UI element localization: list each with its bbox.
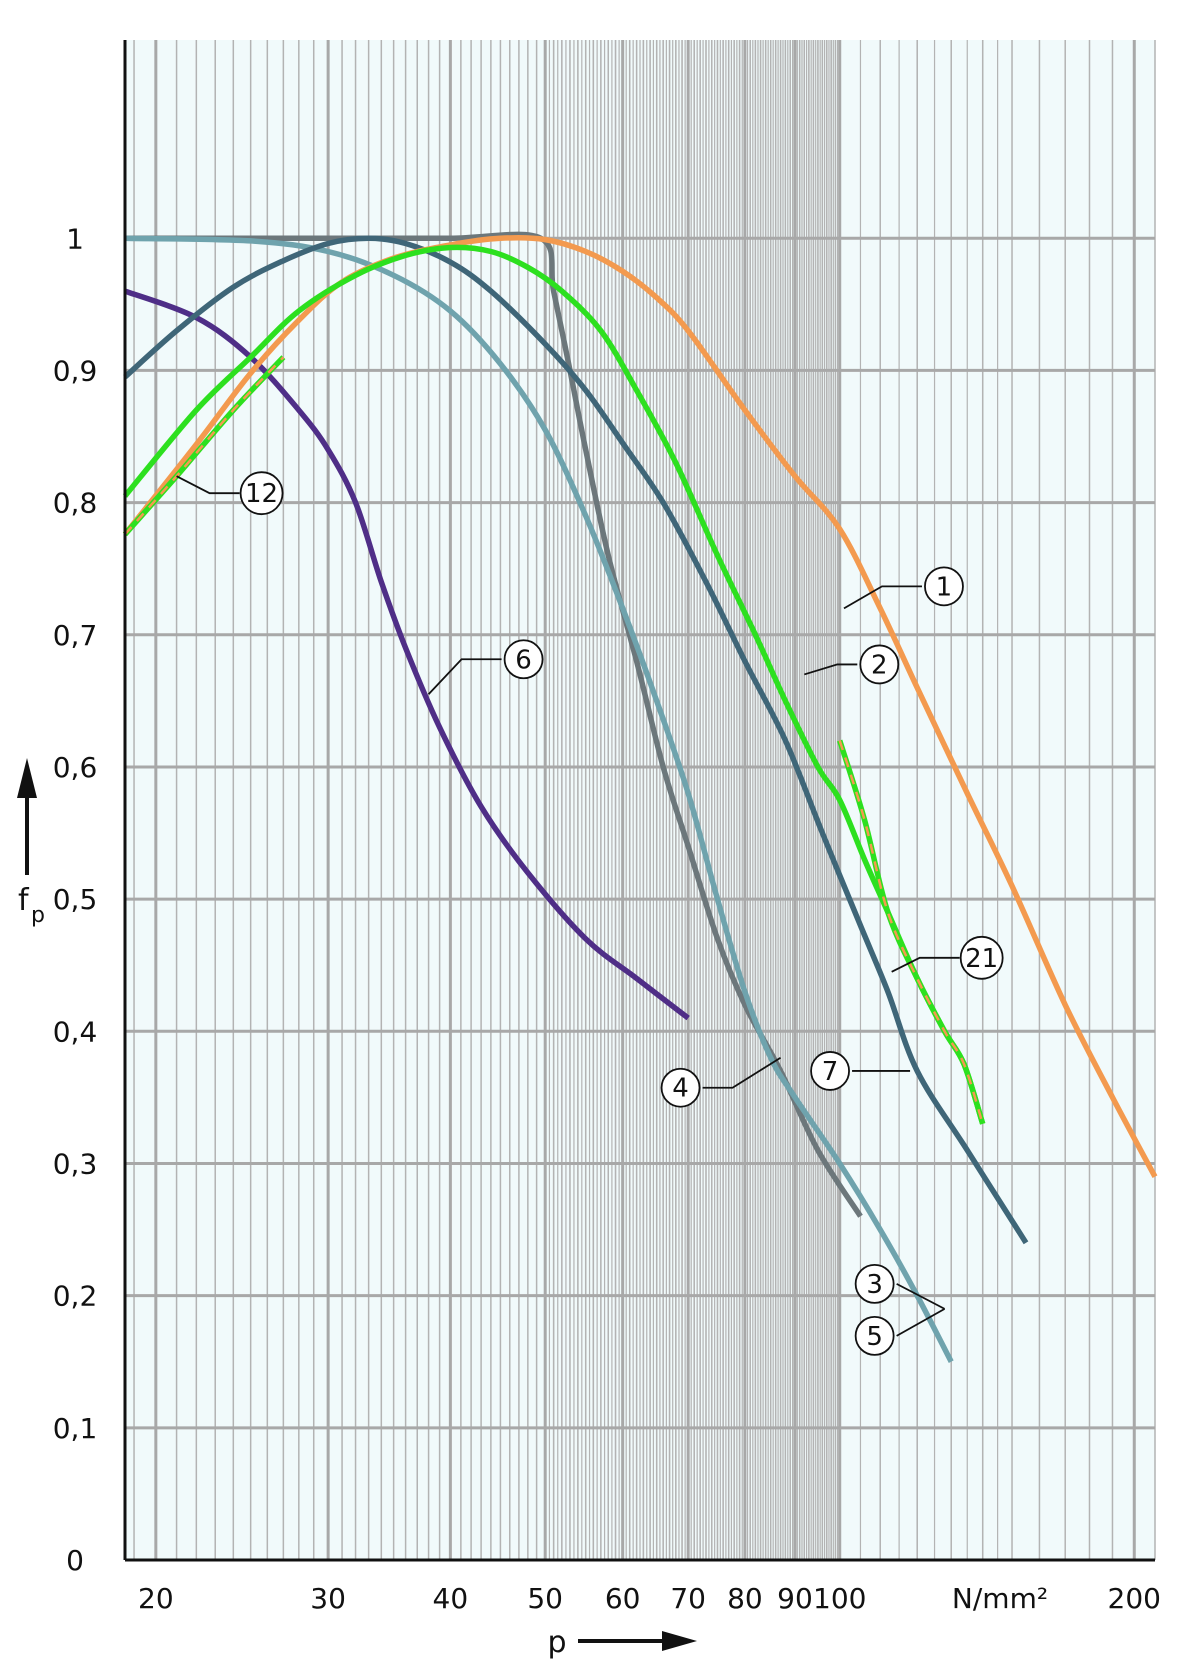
x-tick-label: 90 [777, 1582, 813, 1615]
y-tick-labels: 0 0,1 0,2 0,3 0,4 0,5 0,6 0,7 0,8 0,9 1 [53, 222, 98, 1577]
x-tick-label: 30 [310, 1582, 346, 1615]
callout-12: 12 [176, 471, 284, 516]
y-tick-label: 0,8 [53, 487, 98, 520]
y-tick-label: 0,3 [53, 1147, 98, 1180]
callout-leader [427, 658, 502, 695]
callout-2: 2 [804, 644, 900, 685]
y-tick-label: 0,7 [53, 619, 98, 652]
callout-circle [924, 566, 964, 607]
callout-circle [810, 1051, 850, 1091]
series-dash-12 [124, 356, 285, 536]
x-tick-label: 20 [138, 1582, 174, 1615]
x-tick-label: 70 [670, 1582, 706, 1615]
callout-label: 1 [936, 572, 953, 602]
series-line-7 [123, 235, 1029, 1245]
callout-label: 12 [245, 479, 278, 509]
callout-label: 5 [866, 1322, 883, 1352]
callout-21: 21 [891, 935, 1004, 980]
y-tick-label: 0,5 [53, 883, 98, 916]
callout-leader [702, 1056, 782, 1089]
series-lines [122, 231, 1158, 1363]
callout-leader [891, 956, 960, 973]
callout-circle [854, 1263, 895, 1304]
x-tick-label: 100 [813, 1582, 866, 1615]
y-tick-label: 0,6 [53, 751, 98, 784]
y-tick-label: 0,1 [53, 1412, 98, 1445]
y-grid [125, 236, 1155, 1430]
callout-label: 4 [672, 1074, 689, 1104]
callout-label: 7 [822, 1057, 839, 1087]
callout-leader [896, 1283, 946, 1310]
x-tick-label: 60 [605, 1582, 641, 1615]
y-axis-label: f [18, 883, 30, 918]
x-unit-label: N/mm² [952, 1582, 1048, 1615]
callout-leader [804, 663, 858, 676]
callout-circle [503, 639, 544, 680]
callout-leader [176, 475, 240, 495]
x-axis-arrow [578, 1631, 697, 1651]
callout-7: 7 [810, 1051, 911, 1091]
x-tick-label: 50 [527, 1582, 563, 1615]
callout-circle [854, 1315, 895, 1356]
callout-circle [959, 935, 1004, 980]
y-tick-label: 0,9 [53, 354, 98, 387]
axes-frame [123, 40, 1155, 1562]
x-tick-label: 40 [433, 1582, 469, 1615]
x-tick-label: 200 [1108, 1582, 1161, 1615]
y-tick-label: 0,2 [53, 1280, 98, 1313]
callout-6: 6 [427, 639, 544, 695]
callout-leader [896, 1308, 946, 1337]
x-tick-labels: 20 30 40 50 60 70 80 90 100 200 [138, 1582, 1161, 1615]
callout-label: 21 [965, 944, 998, 974]
callout-1: 1 [843, 566, 964, 610]
callout-circle [660, 1067, 701, 1108]
x-axis-label: p [547, 1625, 566, 1660]
callout-circle [859, 644, 900, 685]
callout-leader [843, 585, 922, 610]
y-tick-label: 0 [66, 1544, 84, 1577]
callout-label: 2 [871, 650, 888, 680]
callout-3: 3 [854, 1263, 946, 1310]
series-line-3_5 [124, 235, 954, 1363]
y-axis-arrow [17, 758, 37, 875]
x-tick-label: 80 [727, 1582, 763, 1615]
y-axis-label-subscript: p [31, 903, 45, 928]
y-tick-label: 0,4 [53, 1015, 98, 1048]
callout-label: 3 [866, 1270, 883, 1300]
y-tick-label: 1 [66, 222, 84, 255]
series-dash-21 [838, 740, 984, 1125]
callout-5: 5 [854, 1308, 946, 1356]
callout-circle [239, 471, 284, 516]
callout-4: 4 [660, 1056, 782, 1108]
callout-label: 6 [515, 645, 532, 675]
